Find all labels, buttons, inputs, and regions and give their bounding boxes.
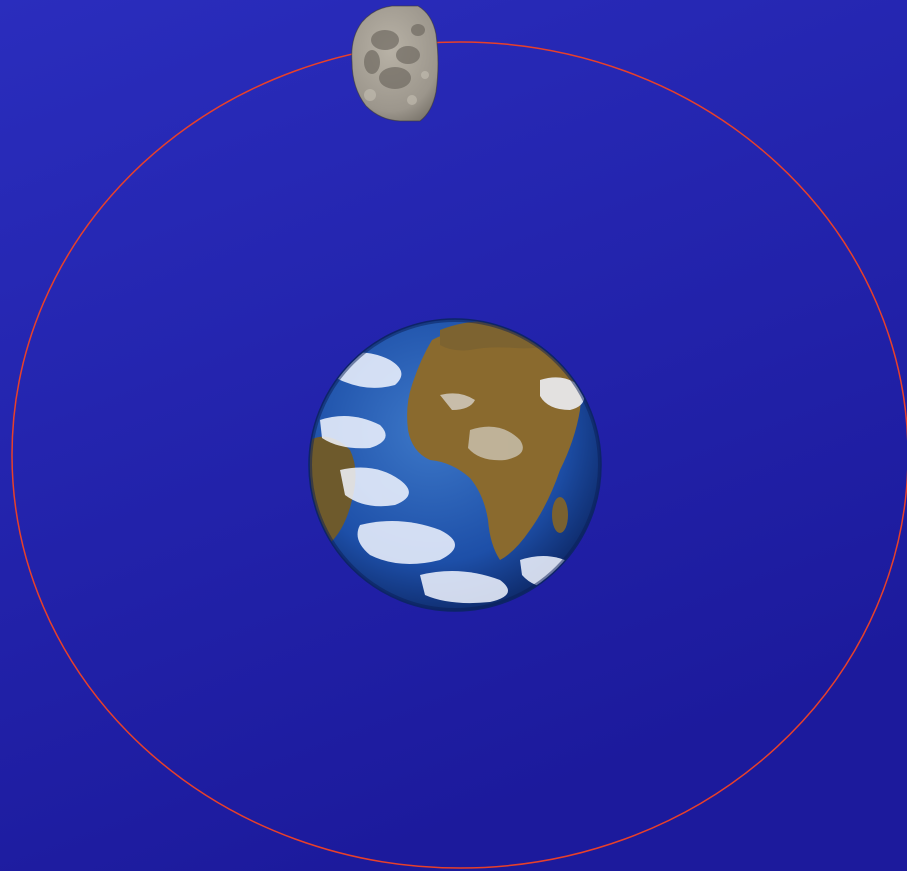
moon-highlands [364,71,429,105]
moon-maria [364,24,425,89]
earth-land-madagascar [552,497,568,533]
earth-outline [308,318,602,612]
moon [351,6,438,121]
moon-outline [351,5,439,122]
earth [309,319,601,611]
lunar-orbit-path [11,41,907,869]
